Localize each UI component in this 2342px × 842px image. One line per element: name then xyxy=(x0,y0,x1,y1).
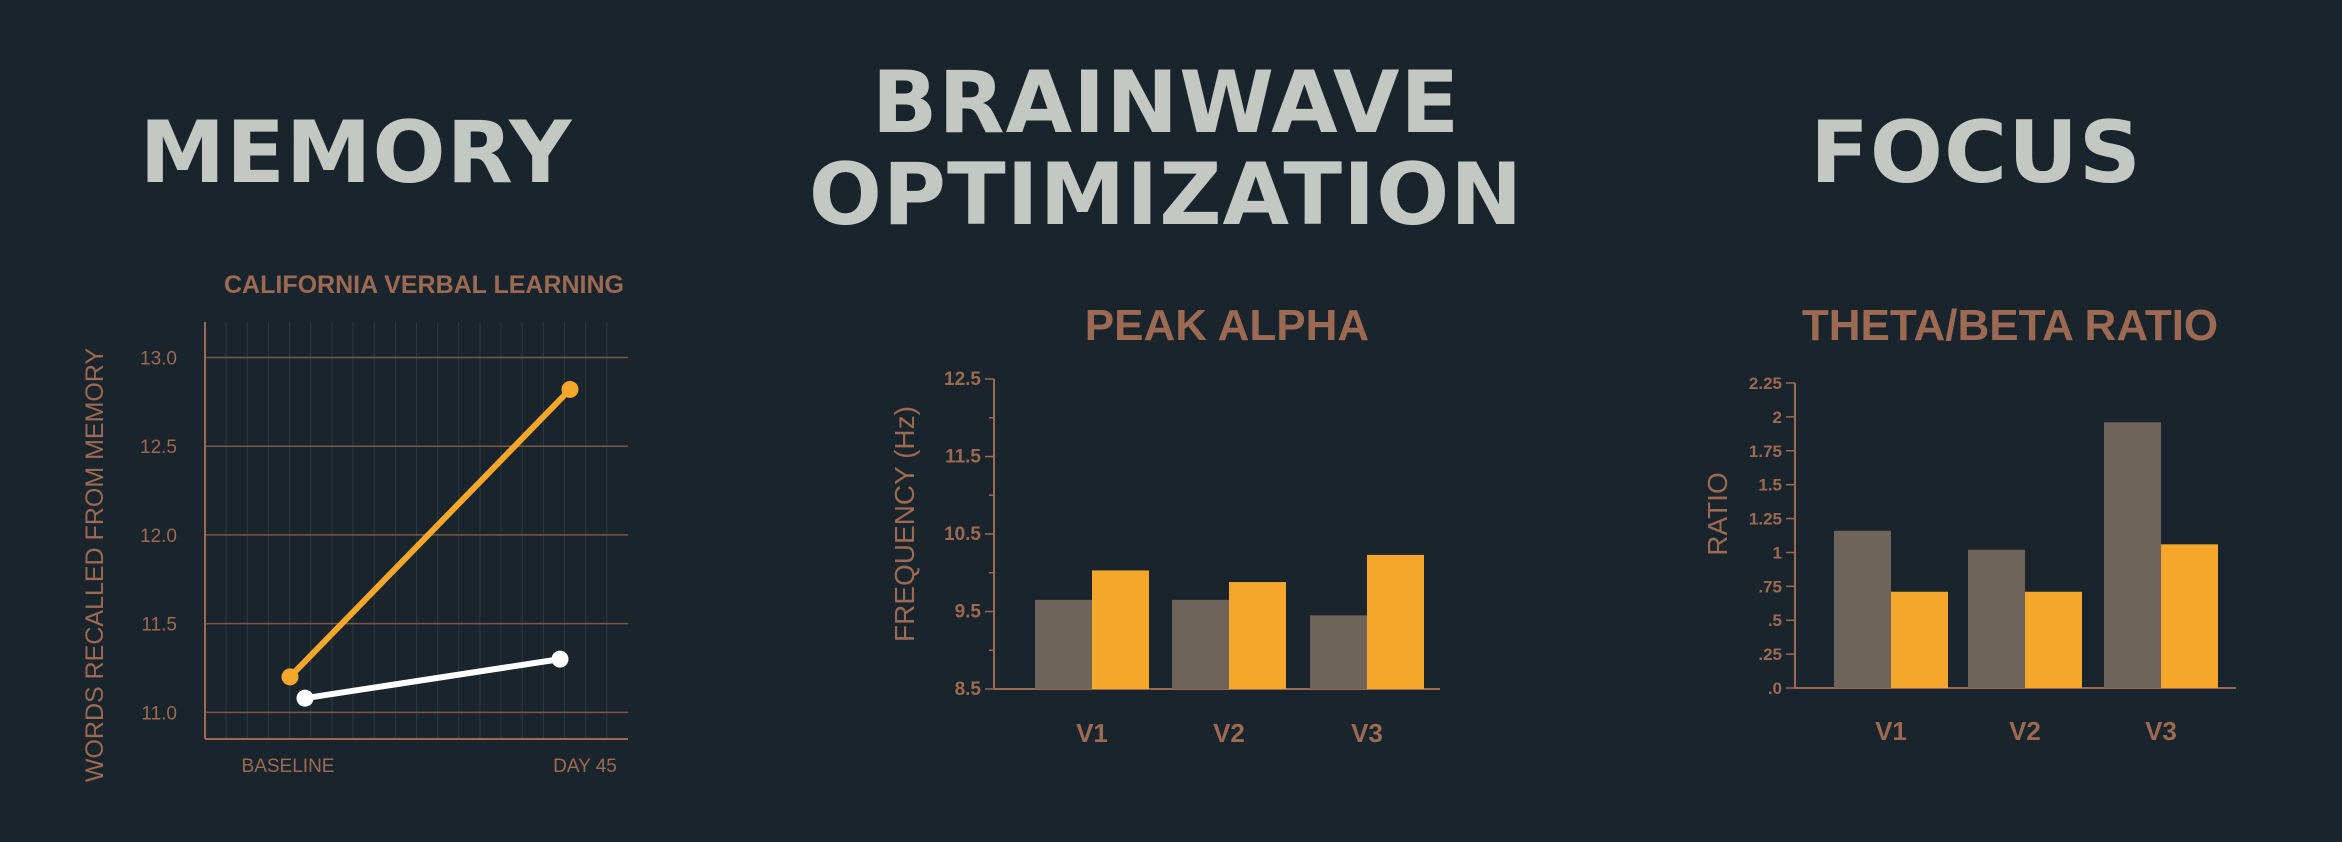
ratio-y-tick-label: .0 xyxy=(1768,679,1782,698)
ratio-y-tick-label: 1.5 xyxy=(1758,476,1782,495)
theta-beta-categories: V1 V2 V3 xyxy=(1875,716,2177,746)
ratio-y-tick-label: 2.25 xyxy=(1749,374,1782,393)
memory-data-point xyxy=(561,380,579,398)
memory-x-tick-label: DAY 45 xyxy=(553,756,617,777)
peak-alpha-bar-chart: PEAK ALPHA FREQUENCY (Hz) 8.5 9.5 10.5 11.5… xyxy=(889,301,1440,748)
alpha-bar xyxy=(1092,570,1149,689)
ratio-bar xyxy=(1968,549,2025,688)
memory-y-tick-label: 13.0 xyxy=(140,348,177,369)
memory-heading: MEMORY xyxy=(140,103,574,203)
ratio-y-tick-label: .25 xyxy=(1758,645,1782,664)
memory-axes xyxy=(204,322,628,740)
memory-y-tick-label: 12.0 xyxy=(140,526,177,547)
ratio-category-label: V1 xyxy=(1875,716,1907,746)
peak-alpha-categories: V1 V2 V3 xyxy=(1076,718,1383,748)
theta-beta-title: THETA/BETA RATIO xyxy=(1802,301,2218,350)
ratio-bar xyxy=(2161,544,2218,688)
memory-data-point xyxy=(551,650,569,668)
ratio-y-tick-label: 1.25 xyxy=(1749,510,1782,529)
theta-beta-bar-chart: THETA/BETA RATIO RATIO .0 .25 .5 .75 1 1.25 1.… xyxy=(1702,301,2236,746)
brainwave-heading-line2: OPTIMIZATION xyxy=(809,145,1523,245)
peak-alpha-title: PEAK ALPHA xyxy=(1085,301,1369,350)
alpha-bar xyxy=(1310,615,1367,689)
ratio-bar xyxy=(2025,591,2082,688)
memory-y-ticks: 11.0 11.5 12.0 12.5 13.0 xyxy=(140,348,177,724)
memory-y-axis-label: WORDS RECALLED FROM MEMORY xyxy=(81,348,109,783)
ratio-bar xyxy=(1891,591,1948,688)
brainwave-heading-line1: BRAINWAVE xyxy=(872,53,1460,153)
memory-series-line xyxy=(287,387,573,679)
alpha-category-label: V3 xyxy=(1351,718,1383,748)
memory-series xyxy=(281,380,579,707)
memory-line-chart: CALIFORNIA VERBAL LEARNING WORDS RECALLE… xyxy=(81,271,628,782)
alpha-y-tick-label: 9.5 xyxy=(955,602,982,623)
memory-y-tick-label: 11.5 xyxy=(141,615,177,636)
ratio-bar xyxy=(1834,530,1891,688)
alpha-bar xyxy=(1367,554,1424,689)
focus-heading: FOCUS xyxy=(1810,103,2142,203)
ratio-y-tick-label: 1 xyxy=(1773,543,1782,562)
alpha-y-tick-label: 10.5 xyxy=(944,524,981,545)
alpha-bar xyxy=(1035,599,1092,689)
ratio-bar xyxy=(2104,422,2161,688)
alpha-bar xyxy=(1172,599,1229,689)
ratio-category-label: V2 xyxy=(2009,716,2041,746)
alpha-bar xyxy=(1229,582,1286,689)
memory-series-line xyxy=(304,656,561,702)
alpha-category-label: V1 xyxy=(1076,718,1108,748)
ratio-category-label: V3 xyxy=(2145,716,2177,746)
ratio-y-tick-label: 2 xyxy=(1773,408,1782,427)
memory-chart-title: CALIFORNIA VERBAL LEARNING xyxy=(224,271,624,299)
peak-alpha-bars xyxy=(1035,554,1424,689)
ratio-y-tick-label: .5 xyxy=(1768,611,1782,630)
alpha-y-tick-label: 12.5 xyxy=(944,369,981,390)
memory-data-point xyxy=(296,689,314,707)
peak-alpha-y-axis-label: FREQUENCY (Hz) xyxy=(889,406,920,642)
theta-beta-bars xyxy=(1834,422,2218,688)
memory-data-point xyxy=(281,668,299,686)
alpha-y-tick-label: 11.5 xyxy=(945,447,981,468)
memory-x-tick-label: BASELINE xyxy=(242,756,335,777)
memory-y-tick-label: 11.0 xyxy=(141,703,177,724)
theta-beta-y-ticks: .0 .25 .5 .75 1 1.25 1.5 1.75 2 2.25 xyxy=(1749,374,1782,698)
peak-alpha-y-ticks: 8.5 9.5 10.5 11.5 12.5 xyxy=(944,369,981,700)
memory-y-tick-label: 12.5 xyxy=(140,437,177,458)
theta-beta-y-axis-label: RATIO xyxy=(1702,472,1733,555)
ratio-y-tick-label: .75 xyxy=(1758,577,1782,596)
ratio-y-tick-label: 1.75 xyxy=(1749,442,1782,461)
alpha-y-tick-label: 8.5 xyxy=(955,679,982,700)
memory-x-ticks: BASELINE DAY 45 xyxy=(242,756,617,777)
alpha-category-label: V2 xyxy=(1213,718,1245,748)
